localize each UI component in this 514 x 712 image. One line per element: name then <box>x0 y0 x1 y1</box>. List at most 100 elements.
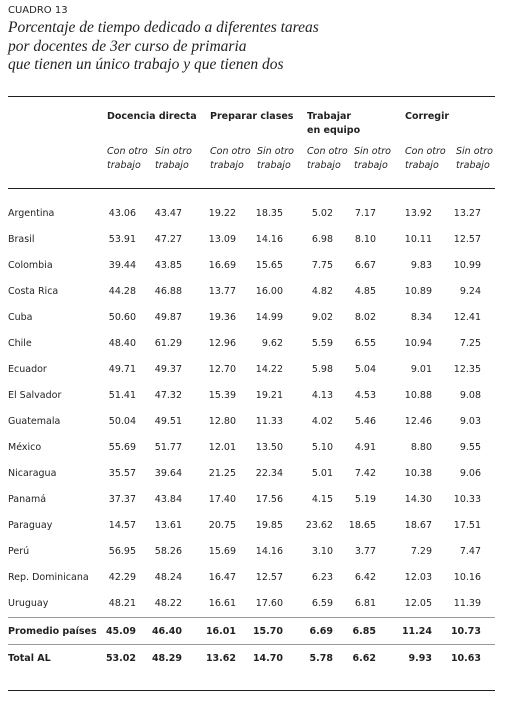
cell-value: 4.15 <box>311 494 333 505</box>
cell-value: 4.82 <box>311 286 333 297</box>
cell-value: 10.63 <box>450 653 481 664</box>
cell-value: 12.80 <box>208 416 236 427</box>
cell-value: 9.93 <box>408 653 432 664</box>
cell-value: 19.85 <box>255 520 283 531</box>
title-line: Porcentaje de tiempo dedicado a diferent… <box>8 19 319 36</box>
cell-value: 3.77 <box>354 546 376 557</box>
cell-value: 37.37 <box>108 494 136 505</box>
cell-value: 48.40 <box>108 338 136 349</box>
cell-value: 49.51 <box>154 416 182 427</box>
cell-value: 16.61 <box>208 598 236 609</box>
cell-value: 9.24 <box>459 286 481 297</box>
cell-value: 15.39 <box>208 390 236 401</box>
cell-value: 9.06 <box>459 468 481 479</box>
cell-value: 15.65 <box>255 260 283 271</box>
cell-value: 9.83 <box>410 260 432 271</box>
sub-header: Con otro <box>307 146 348 157</box>
cell-value: 10.89 <box>404 286 432 297</box>
row-label: México <box>8 442 42 453</box>
cell-value: 7.25 <box>459 338 481 349</box>
cell-value: 13.62 <box>205 653 236 664</box>
header-rule <box>8 188 495 189</box>
cell-value: 20.75 <box>208 520 236 531</box>
cell-value: 14.99 <box>255 312 283 323</box>
cell-value: 12.46 <box>404 416 432 427</box>
sub-header: Sin otro <box>257 146 294 157</box>
row-label: Chile <box>8 338 32 349</box>
cell-value: 11.33 <box>255 416 283 427</box>
row-label: Paraguay <box>8 520 53 531</box>
cell-value: 6.69 <box>309 626 333 637</box>
cell-value: 9.08 <box>459 390 481 401</box>
row-label: El Salvador <box>8 390 62 401</box>
cell-value: 43.06 <box>108 208 136 219</box>
cell-value: 17.40 <box>208 494 236 505</box>
cell-value: 48.22 <box>154 598 182 609</box>
sub-header: Con otro <box>107 146 148 157</box>
cell-value: 12.03 <box>404 572 432 583</box>
cell-value: 9.03 <box>459 416 481 427</box>
cell-value: 61.29 <box>154 338 182 349</box>
cell-value: 48.21 <box>108 598 136 609</box>
cell-value: 6.81 <box>354 598 376 609</box>
sub-header: trabajo <box>107 160 141 171</box>
cell-value: 3.10 <box>311 546 333 557</box>
cell-value: 6.85 <box>352 626 376 637</box>
cell-value: 9.01 <box>410 364 432 375</box>
cell-value: 6.59 <box>311 598 333 609</box>
row-rule <box>8 617 495 618</box>
sub-header: trabajo <box>257 160 291 171</box>
sub-header: Con otro <box>210 146 251 157</box>
cell-value: 12.41 <box>453 312 481 323</box>
sub-header: trabajo <box>405 160 439 171</box>
cell-value: 16.47 <box>208 572 236 583</box>
cell-value: 4.13 <box>311 390 333 401</box>
sub-header: Sin otro <box>155 146 192 157</box>
cell-value: 23.62 <box>305 520 333 531</box>
cell-value: 22.34 <box>255 468 283 479</box>
cell-value: 7.29 <box>410 546 432 557</box>
cell-value: 49.37 <box>154 364 182 375</box>
cell-value: 5.01 <box>311 468 333 479</box>
cell-value: 15.69 <box>208 546 236 557</box>
cell-value: 46.40 <box>151 626 182 637</box>
cell-value: 19.21 <box>255 390 283 401</box>
cell-value: 10.38 <box>404 468 432 479</box>
row-label: Ecuador <box>8 364 47 375</box>
cell-value: 12.96 <box>208 338 236 349</box>
cell-value: 50.60 <box>108 312 136 323</box>
cell-value: 51.77 <box>154 442 182 453</box>
cell-value: 12.70 <box>208 364 236 375</box>
row-label: Guatemala <box>8 416 61 427</box>
cell-value: 47.32 <box>154 390 182 401</box>
cell-value: 12.57 <box>255 572 283 583</box>
cell-value: 44.28 <box>108 286 136 297</box>
cell-value: 4.02 <box>311 416 333 427</box>
cell-value: 4.53 <box>354 390 376 401</box>
cell-value: 8.10 <box>354 234 376 245</box>
row-label: Panamá <box>8 494 47 505</box>
cell-value: 35.57 <box>108 468 136 479</box>
cell-value: 58.26 <box>154 546 182 557</box>
cell-value: 14.30 <box>404 494 432 505</box>
cell-value: 8.02 <box>354 312 376 323</box>
cell-value: 4.91 <box>354 442 376 453</box>
cell-value: 13.27 <box>453 208 481 219</box>
cell-value: 9.62 <box>261 338 283 349</box>
sub-header: trabajo <box>307 160 341 171</box>
cell-value: 19.36 <box>208 312 236 323</box>
cell-value: 7.75 <box>311 260 333 271</box>
cell-value: 8.34 <box>410 312 432 323</box>
cell-value: 43.85 <box>154 260 182 271</box>
cell-value: 17.56 <box>255 494 283 505</box>
row-label: Uruguay <box>8 598 49 609</box>
cell-value: 48.29 <box>151 653 182 664</box>
sub-header: trabajo <box>155 160 189 171</box>
cell-value: 12.01 <box>208 442 236 453</box>
cell-value: 5.46 <box>354 416 376 427</box>
cell-value: 14.16 <box>255 234 283 245</box>
bottom-rule <box>8 690 495 691</box>
group-header: Preparar clases <box>210 111 294 122</box>
cell-value: 18.35 <box>255 208 283 219</box>
